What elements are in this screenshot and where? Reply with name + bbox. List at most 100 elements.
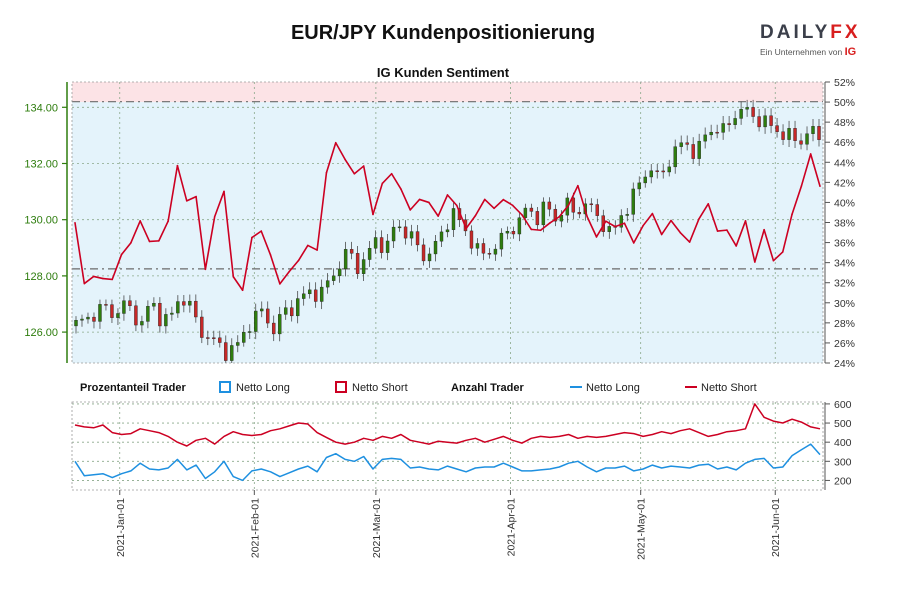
sentiment-segment (595, 220, 607, 238)
candle-body (224, 342, 228, 361)
price-tick-label: 134.00 (24, 102, 58, 114)
sentiment-segment (409, 198, 421, 211)
sentiment-segment (502, 198, 514, 207)
date-axis: 2021-Jan-01 2021-Feb-01 2021-Mar-01 2021-Ap… (115, 490, 782, 560)
candle-body (242, 332, 246, 343)
count-frame (71, 401, 824, 491)
sentiment-segment (474, 198, 486, 217)
sentiment-segment (241, 236, 253, 292)
candle-body (110, 304, 114, 318)
candle-body (793, 128, 797, 141)
candle-body (158, 303, 162, 327)
candle-body (373, 237, 378, 249)
candle-body (433, 240, 438, 255)
percent-tick-label: 50% (834, 97, 855, 109)
chart-title: IG Kunden Sentiment (377, 65, 510, 80)
candle-body (535, 211, 540, 226)
candle-body (775, 125, 779, 132)
sentiment-segment (539, 222, 551, 232)
percent-tick-label: 24% (834, 358, 855, 370)
candle-body (547, 201, 552, 210)
candle-body (397, 226, 402, 229)
candle-body (643, 176, 647, 184)
sentiment-segment (334, 141, 346, 161)
sentiment-segment (428, 201, 439, 217)
sentiment-segment (307, 244, 318, 251)
percent-tick-label: 42% (834, 177, 855, 189)
candle-body (421, 244, 426, 262)
sentiment-segment (279, 270, 290, 285)
candle-body (290, 307, 294, 317)
date-tick-label: 2021-Jun-01 (770, 498, 782, 557)
sentiment-segment (232, 275, 244, 292)
brand-subtitle: Ein Unternehmen von IG (760, 46, 870, 58)
candle-body (206, 337, 210, 339)
sentiment-segment (381, 172, 393, 185)
legend-short-label: Netto Short (352, 382, 408, 394)
candle-body (337, 268, 342, 277)
candle-body (739, 109, 743, 119)
sentiment-segment (269, 254, 281, 285)
candle-body (703, 134, 707, 142)
sentiment-segment (791, 185, 803, 216)
candle-body (475, 243, 480, 249)
candle-body (691, 144, 695, 159)
sentiment-segment (772, 251, 784, 262)
sentiment-segment (679, 231, 691, 243)
candle-body (493, 248, 498, 255)
percent-tick-label: 36% (834, 238, 855, 250)
date-tick-label: 2021-May-01 (636, 498, 648, 560)
sentiment-segment (493, 198, 505, 210)
sentiment-segment (586, 215, 598, 238)
candle-body (589, 203, 594, 206)
candle-body (751, 107, 755, 117)
sentiment-segment (754, 228, 765, 263)
candle-body (655, 170, 659, 172)
sentiment-segment (260, 230, 272, 256)
candle-body (505, 231, 510, 234)
candle-body (313, 289, 318, 302)
sentiment-segment (726, 229, 737, 247)
candle-body (140, 321, 144, 326)
sentiment-segment (549, 215, 561, 224)
sentiment-segment (148, 240, 160, 243)
sentiment-segment (446, 194, 458, 207)
sentiment-segment (251, 230, 263, 239)
ig-mark: IG (844, 46, 857, 58)
sentiment-segment (781, 213, 793, 253)
price-tick-label: 132.00 (24, 158, 58, 170)
candle-body (481, 243, 486, 254)
candle-body (296, 298, 300, 317)
candle-body (511, 231, 516, 235)
candle-body (349, 249, 354, 254)
candle-body (272, 322, 276, 335)
candle-body (379, 237, 384, 253)
candle-body (146, 306, 150, 322)
percent-tick-label: 48% (834, 117, 855, 129)
count-axis: 200 300 400 500 600 (824, 399, 852, 490)
price-axis: 126.00 128.00 130.00 132.00 134.00 (24, 82, 68, 363)
sentiment-segment (158, 220, 169, 242)
candle-body (122, 300, 126, 314)
brand-name-b: FX (830, 22, 861, 43)
percent-tick-label: 34% (834, 258, 855, 270)
candle-body (182, 301, 186, 306)
candle-body (469, 230, 474, 249)
candle-body (343, 249, 348, 270)
candle-body (361, 259, 366, 274)
count-tick-label: 400 (834, 437, 852, 449)
candle-body (577, 212, 582, 215)
candle-body (529, 207, 534, 212)
candle-body (487, 253, 492, 255)
sentiment-segment (651, 212, 663, 236)
candle-body (571, 197, 576, 213)
candle-body (673, 146, 677, 168)
candle-body (661, 170, 665, 173)
sentiment-segment (707, 203, 719, 232)
legend-long-label: Netto Long (236, 382, 290, 394)
candle-body (254, 310, 258, 332)
count-lines (74, 403, 821, 482)
sentiment-segment (74, 221, 86, 285)
sentiment-segment (483, 198, 495, 210)
sentiment-segment (698, 203, 710, 220)
